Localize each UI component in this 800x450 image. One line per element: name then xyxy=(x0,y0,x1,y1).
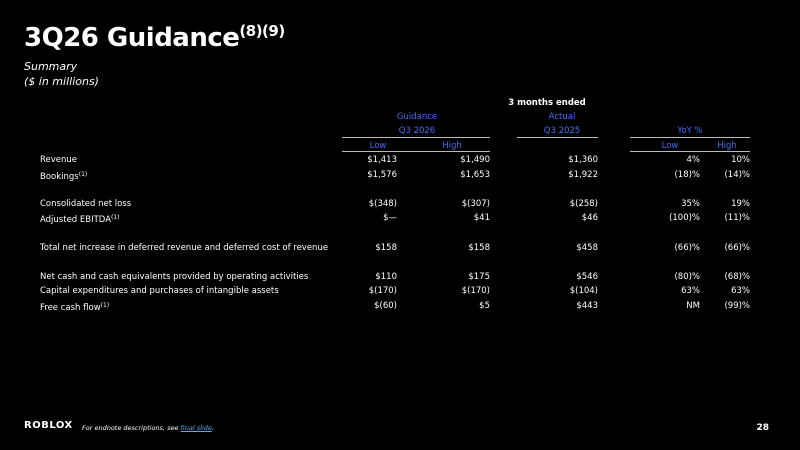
cell: (99)% xyxy=(724,301,750,311)
rule xyxy=(342,137,490,138)
cell: (66)% xyxy=(724,242,750,253)
cell: (68)% xyxy=(724,271,750,282)
rule xyxy=(630,137,750,138)
cell: $(170) xyxy=(368,286,397,297)
period-header: 3 months ended xyxy=(508,98,586,108)
cell: $443 xyxy=(576,301,598,311)
cell: $1,490 xyxy=(460,155,490,165)
row-label: Capital expenditures and purchases of in… xyxy=(40,286,279,296)
cell: $1,922 xyxy=(568,169,598,180)
column-header: High xyxy=(717,141,737,151)
cell: 4% xyxy=(686,155,701,165)
row-label: Free cash flow(1) xyxy=(40,301,109,313)
cell: (100)% xyxy=(669,213,700,224)
rule xyxy=(342,151,490,152)
cell: $46 xyxy=(581,213,598,224)
row-label: Consolidated net loss xyxy=(40,199,131,209)
cell: $(60) xyxy=(374,301,397,311)
cell: $158 xyxy=(468,242,490,253)
title-text: 3Q26 Guidance xyxy=(24,23,240,53)
cell: $1,653 xyxy=(460,169,490,180)
footnote-ref: (1) xyxy=(100,302,110,309)
cell: $110 xyxy=(375,271,397,282)
cell: $— xyxy=(383,213,397,224)
cell: (11)% xyxy=(724,213,750,224)
cell: (80)% xyxy=(674,271,700,282)
column-header: High xyxy=(442,141,462,151)
cell: $(348) xyxy=(368,198,397,209)
cell: $546 xyxy=(576,271,598,282)
cell: (66)% xyxy=(674,242,700,253)
cell: $1,360 xyxy=(568,155,598,165)
logo: ROBLOX xyxy=(24,420,73,431)
period-label: Q3 2026 xyxy=(398,126,436,136)
rule xyxy=(517,137,598,138)
column-header: Low xyxy=(661,141,679,151)
cell: $1,576 xyxy=(367,169,397,180)
cell: 63% xyxy=(731,286,750,297)
cell: $458 xyxy=(576,242,598,253)
cell: (18)% xyxy=(674,169,700,180)
cell: 35% xyxy=(681,198,700,209)
cell: 19% xyxy=(731,198,750,209)
row-label-text: Capital expenditures and purchases of in… xyxy=(40,286,279,297)
cell: $158 xyxy=(375,242,397,253)
footnote-text: For endnote descriptions, see xyxy=(82,424,179,432)
row-label-text: Total net increase in deferred revenue a… xyxy=(40,242,329,253)
title-sup: (8)(9) xyxy=(239,22,285,40)
footnote-ref: (1) xyxy=(111,214,120,222)
period-label: Q3 2025 xyxy=(543,126,581,136)
row-label-text: Revenue xyxy=(40,155,78,165)
row-label-text: Adjusted EBITDA xyxy=(40,215,112,226)
row-label: Adjusted EBITDA(1) xyxy=(40,213,120,225)
cell: NM xyxy=(686,301,700,311)
cell: 10% xyxy=(731,155,750,165)
footnote: For endnote descriptions, see final slid… xyxy=(82,424,214,432)
column-header: Low xyxy=(369,141,387,151)
cell: $41 xyxy=(473,213,490,224)
cell: $175 xyxy=(468,271,490,282)
footnote-ref: (1) xyxy=(78,170,88,178)
footnote-link[interactable]: final slide xyxy=(180,424,212,432)
row-label-text: Net cash and cash equivalents provided b… xyxy=(40,271,309,282)
row-label-text: Free cash flow xyxy=(40,303,101,313)
row-label-text: Consolidated net loss xyxy=(40,198,132,209)
cell: $5 xyxy=(479,301,490,311)
title: 3Q26 Guidance(8)(9) xyxy=(24,22,285,53)
group-header: Guidance xyxy=(396,112,438,122)
row-label: Total net increase in deferred revenue a… xyxy=(40,243,328,253)
group-header: YoY % xyxy=(677,126,703,136)
unit-note: ($ in millions) xyxy=(24,75,99,88)
cell: (14)% xyxy=(724,169,750,180)
cell: $(104) xyxy=(569,286,598,297)
row-label: Net cash and cash equivalents provided b… xyxy=(40,272,308,282)
row-label: Revenue xyxy=(40,155,77,165)
row-label-text: Bookings xyxy=(40,171,79,182)
group-header: Actual xyxy=(548,112,576,122)
page-number: 28 xyxy=(756,423,769,433)
cell: $(170) xyxy=(461,286,490,297)
rule xyxy=(630,151,750,152)
subtitle: Summary xyxy=(24,60,78,73)
row-label: Bookings(1) xyxy=(40,170,87,182)
cell: 63% xyxy=(681,286,700,297)
cell: $1,413 xyxy=(367,155,397,165)
cell: $(258) xyxy=(569,198,598,209)
cell: $(307) xyxy=(461,198,490,209)
